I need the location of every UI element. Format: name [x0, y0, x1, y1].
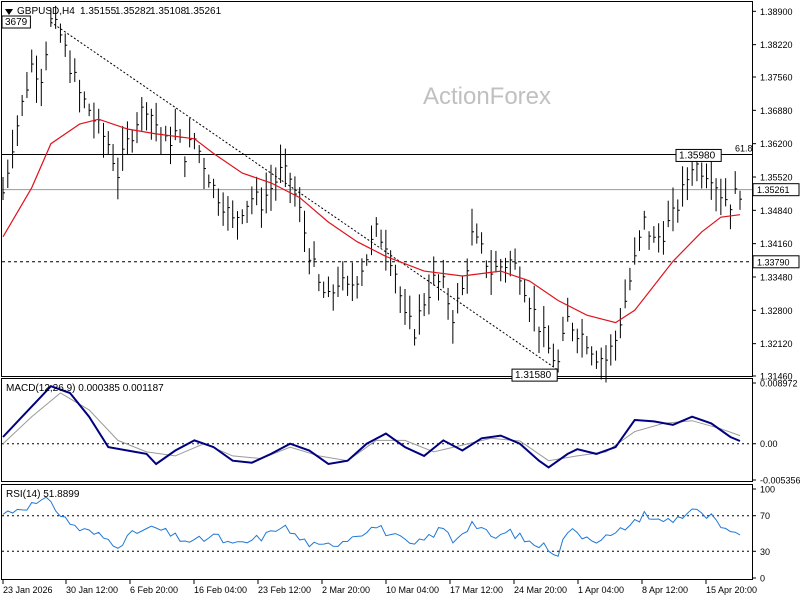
chart-header-low: 1.35108: [150, 6, 187, 17]
rsi-plot-area: 100 70 30 0: [2, 485, 775, 584]
macd-line: [2, 385, 741, 469]
price-tick-label: 1.32800: [760, 306, 793, 316]
chart-header-close: 1.35261: [185, 6, 222, 17]
chart-header-high: 1.35282: [115, 6, 152, 17]
macd-tick-label: 0.008972: [760, 379, 798, 389]
low-price-label-box: [511, 368, 558, 382]
chart-header-open: 1.35155: [80, 6, 117, 17]
price-tick-label: 1.37560: [760, 72, 793, 82]
high-price-label: 3679: [1, 15, 31, 29]
price-tick-label: 1.38900: [760, 7, 793, 17]
macd-panel-frame: [1, 378, 753, 482]
time-tick-label: 23 Jan 2026: [3, 585, 53, 595]
time-tick-label: 15 Apr 20:00: [706, 585, 757, 595]
time-tick-label: 16 Feb 04:00: [194, 585, 247, 595]
macd-tick-label: -0.005356: [760, 476, 800, 486]
rsi-tick-label: 100: [760, 485, 775, 495]
time-tick-label: 8 Apr 12:00: [642, 585, 688, 595]
macd-signal-line: [2, 392, 741, 462]
price-panel-frame: [1, 1, 753, 377]
current-price-axis-label: 1.35261: [757, 185, 790, 195]
recent-high-label: 1.35980: [675, 148, 722, 162]
time-axis: 23 Jan 2026 30 Jan 12:00 6 Feb 20:00 16 Feb…: [2, 580, 757, 595]
macd-title: MACD(12,26,9) 0.000385 0.001187: [6, 383, 164, 394]
price-tick-label: 1.35520: [760, 172, 793, 182]
low-price-label-text: 1.31580: [515, 370, 552, 381]
support-axis-label-box: [752, 255, 800, 269]
rsi-title: RSI(14) 51.8899: [6, 489, 80, 500]
time-tick-label: 30 Jan 12:00: [66, 585, 118, 595]
rsi-line: [2, 496, 741, 557]
recent-high-label-text: 1.35980: [679, 150, 716, 161]
rsi-tick-label: 70: [760, 511, 770, 521]
recent-high-label-box: [675, 148, 722, 162]
low-price-label: 1.31580: [511, 368, 558, 382]
time-tick-label: 10 Mar 04:00: [386, 585, 439, 595]
price-tick-label: 1.33480: [760, 272, 793, 282]
time-tick-label: 2 Mar 20:00: [322, 585, 370, 595]
price-tick-label: 1.34160: [760, 239, 793, 249]
moving-average-line: [2, 118, 741, 324]
macd-plot-area: 0.008972 0.00 -0.005356: [2, 379, 800, 486]
current-price-axis-label-box: [752, 183, 800, 197]
time-tick-label: 23 Feb 12:00: [258, 585, 311, 595]
watermark-text: ActionForex: [423, 83, 551, 110]
price-bars: [2, 5, 742, 383]
downtrend-line: [50, 21, 559, 371]
rsi-tick-label: 30: [760, 547, 770, 557]
time-tick-label: 24 Mar 20:00: [514, 585, 567, 595]
time-tick-label: 17 Mar 12:00: [450, 585, 503, 595]
high-price-label-box: [1, 15, 31, 29]
triangle-down-icon[interactable]: [5, 9, 13, 15]
price-axis: 1.38900 1.38220 1.37560 1.36880 1.36200 1.355…: [752, 7, 800, 382]
time-tick-label: 1 Apr 04:00: [578, 585, 624, 595]
price-tick-label: 1.36200: [760, 139, 793, 149]
time-tick-label: 6 Feb 20:00: [130, 585, 178, 595]
price-tick-label: 1.38220: [760, 40, 793, 50]
price-tick-label: 1.32120: [760, 339, 793, 349]
support-axis-label: 1.33790: [757, 257, 790, 267]
rsi-tick-label: 0: [760, 574, 765, 584]
price-tick-label: 1.34840: [760, 206, 793, 216]
rsi-panel-frame: [1, 484, 753, 580]
price-plot-area: 61.8 3679 1.35980 1.31580: [1, 5, 753, 383]
chart-header-symbol: GBPUSD,H4: [17, 6, 75, 17]
price-tick-label: 1.36880: [760, 106, 793, 116]
fib-level-label: 61.8: [735, 143, 753, 153]
high-price-label-text: 3679: [5, 17, 28, 28]
price-tick-label: 1.31460: [760, 372, 793, 382]
macd-tick-label: 0.00: [760, 439, 778, 449]
